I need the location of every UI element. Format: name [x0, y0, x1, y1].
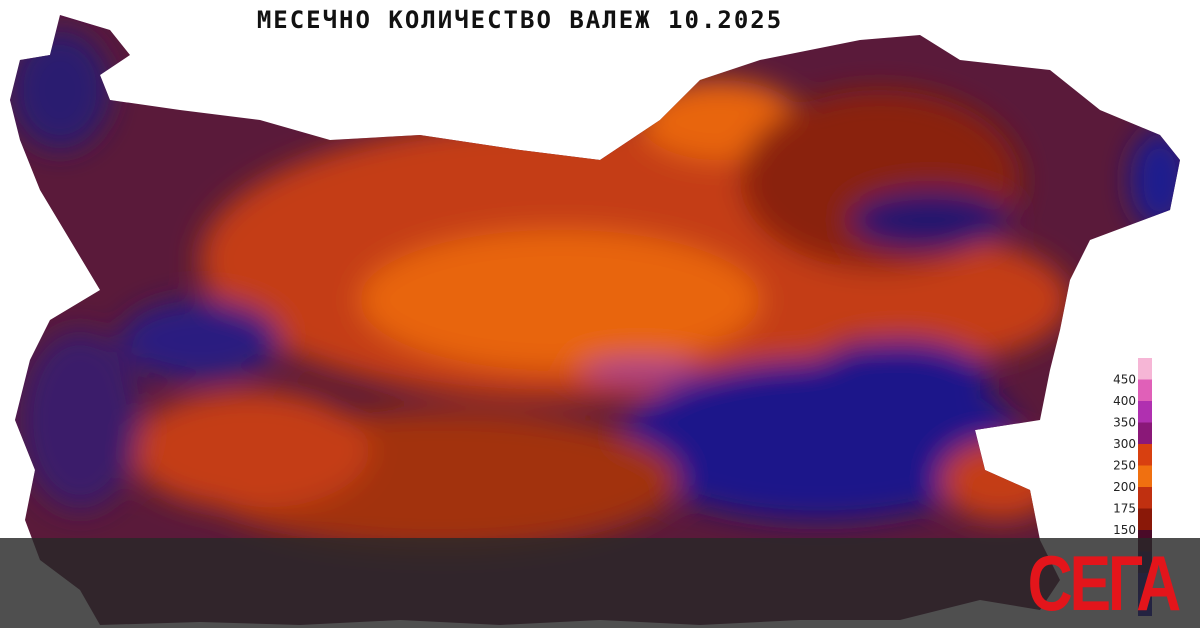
- legend-label: 450: [1113, 373, 1136, 387]
- legend-swatch: [1138, 379, 1152, 401]
- legend-label: 175: [1113, 502, 1136, 516]
- map-title: МЕСЕЧНО КОЛИЧЕСТВО ВАЛЕЖ 10.2025: [257, 6, 783, 34]
- logo: СЕГА: [1027, 539, 1182, 627]
- legend-swatch: [1138, 487, 1152, 509]
- legend-label: 200: [1113, 480, 1136, 494]
- overlay-band: [0, 538, 1200, 628]
- legend-swatch: [1138, 508, 1152, 530]
- legend-swatch: [1138, 358, 1152, 380]
- legend-swatch: [1138, 465, 1152, 487]
- legend-label: 350: [1113, 416, 1136, 430]
- legend-swatch: [1138, 444, 1152, 466]
- legend-label: 250: [1113, 459, 1136, 473]
- legend-label: 150: [1113, 523, 1136, 537]
- legend-swatch: [1138, 401, 1152, 423]
- legend-label: 400: [1113, 394, 1136, 408]
- legend-swatch: [1138, 422, 1152, 444]
- legend-label: 300: [1113, 437, 1136, 451]
